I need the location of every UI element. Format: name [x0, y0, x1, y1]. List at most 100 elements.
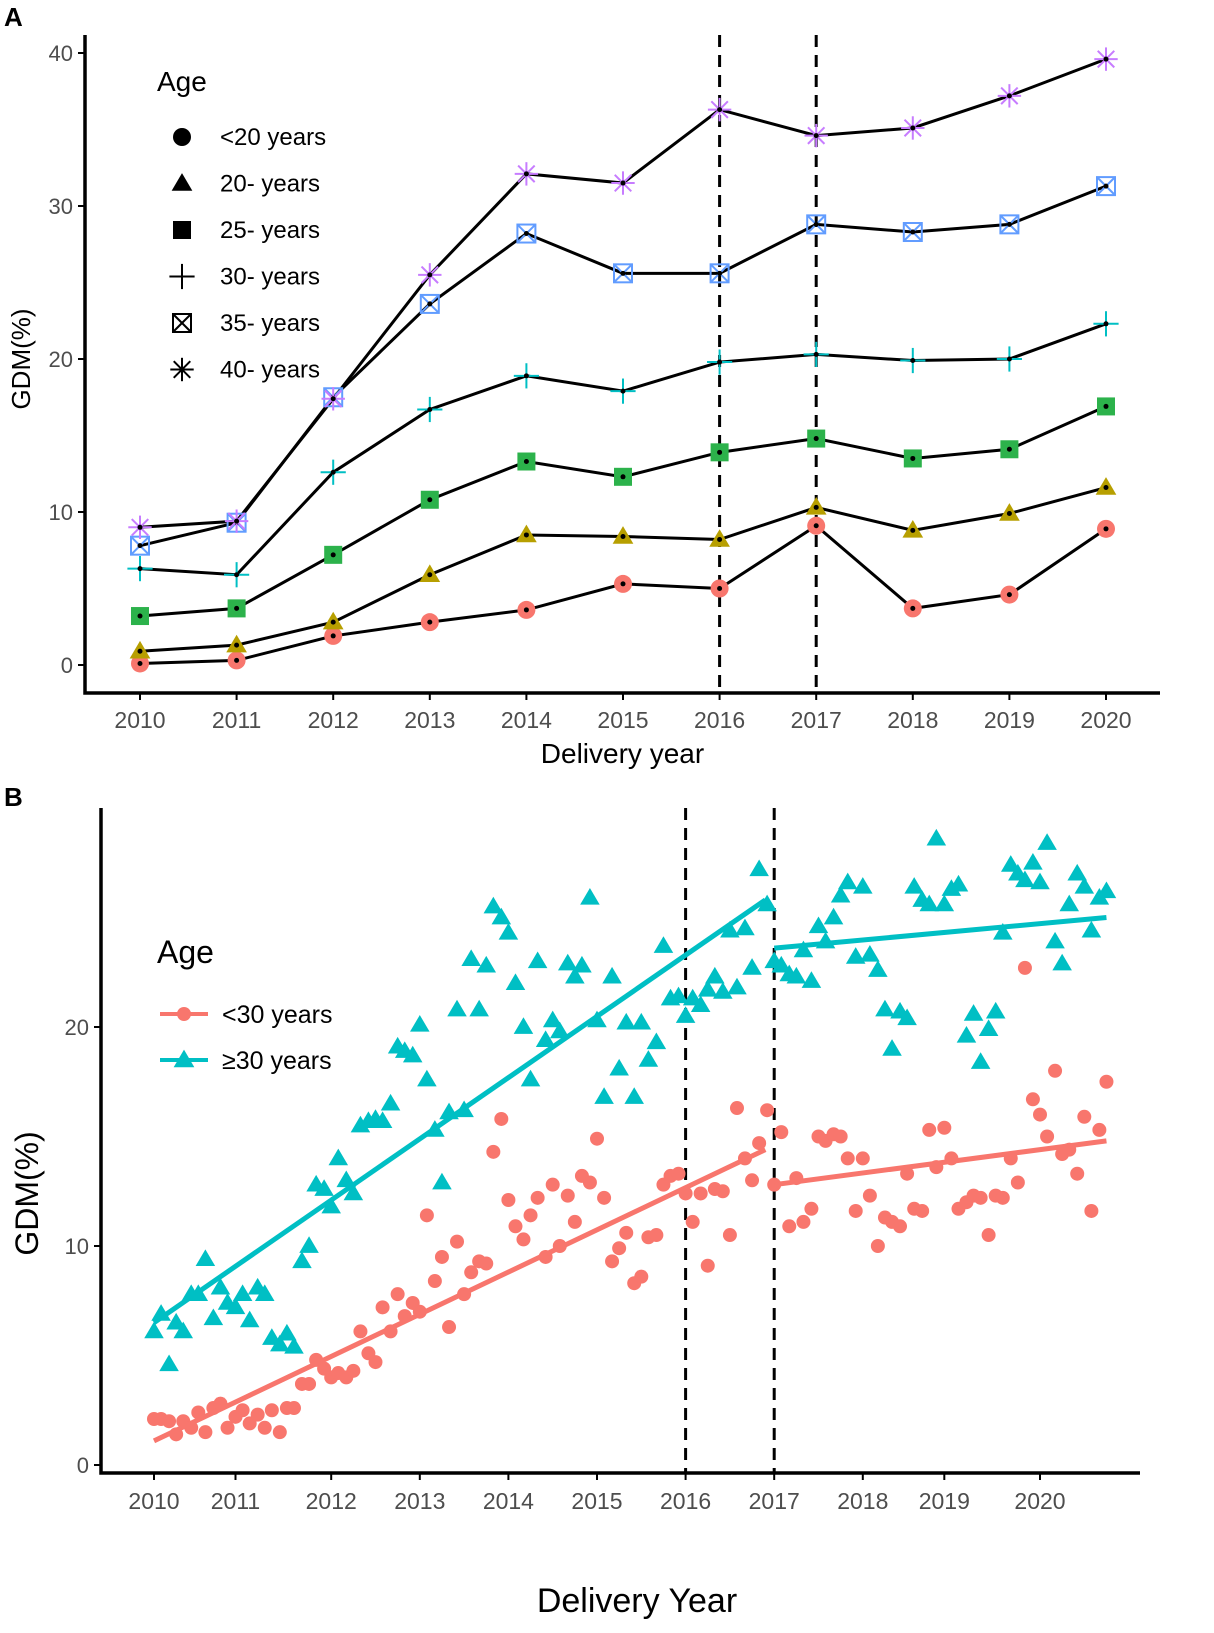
point-b-s1-0: [144, 1321, 164, 1339]
vertex-a-s3-2012: [330, 469, 336, 475]
point-b-s1-87: [786, 966, 807, 984]
point-b-s1-69: [653, 936, 674, 953]
legend-a-key-0: [173, 128, 191, 146]
point-b-s1-114: [985, 1001, 1006, 1019]
vertex-a-s3-2015: [620, 388, 626, 394]
point-b-s1-80: [735, 918, 755, 936]
point-b-s1-53: [535, 1030, 556, 1047]
vertex-a-s1-2018: [910, 527, 916, 533]
xtick-label-b-6: 2016: [660, 1488, 711, 1514]
point-b-s1-119: [1023, 852, 1043, 870]
vertex-a-s5-2015: [620, 180, 626, 186]
point-b-s0-15: [257, 1420, 272, 1435]
point-b-s1-61: [594, 1087, 614, 1104]
point-b-s1-93: [830, 885, 851, 903]
point-b-s1-76: [705, 966, 725, 984]
point-b-s1-3: [166, 1312, 186, 1330]
fitline-b-s1-1: [773, 915, 1107, 951]
point-b-s1-120: [1030, 872, 1050, 890]
xaxis-title-b: Delivery Year: [537, 1582, 737, 1620]
point-b-s1-23: [314, 1179, 334, 1196]
vertex-a-s3-2016: [717, 359, 723, 365]
point-b-s1-94: [837, 872, 858, 890]
point-b-s1-27: [343, 1183, 364, 1201]
ytick-label-a-30: 30: [49, 194, 73, 219]
point-b-s0-27: [346, 1363, 361, 1378]
point-b-s0-48: [501, 1193, 516, 1208]
point-b-s1-105: [919, 894, 940, 912]
point-b-s0-89: [804, 1201, 819, 1216]
xtick-label-a-2012: 2012: [308, 707, 359, 733]
point-b-s1-122: [1045, 931, 1065, 949]
point-b-s1-99: [875, 999, 895, 1017]
point-b-s1-90: [808, 916, 829, 934]
vertex-a-s1-2015: [620, 533, 626, 539]
vertex-a-s2-2019: [1006, 446, 1012, 452]
ytick-label-b-20: 20: [65, 1015, 89, 1040]
point-b-s0-95: [848, 1203, 863, 1218]
point-b-s1-11: [225, 1297, 246, 1315]
point-b-s1-37: [417, 1069, 437, 1087]
point-b-s1-81: [742, 958, 762, 975]
vertex-a-s3-2017: [813, 351, 819, 357]
point-b-s0-31: [375, 1300, 390, 1315]
point-b-s1-28: [350, 1115, 371, 1133]
ytick-label-a-10: 10: [49, 500, 73, 525]
point-b-s1-106: [926, 828, 947, 846]
vertex-a-s0-2014: [523, 607, 529, 613]
legend-a-label-1: 20- years: [220, 171, 320, 198]
point-b-s0-7: [198, 1425, 213, 1440]
point-b-s1-115: [993, 923, 1013, 940]
point-b-s1-107: [934, 894, 955, 912]
point-b-s1-92: [823, 907, 844, 925]
point-b-s1-89: [801, 971, 822, 988]
point-b-s0-122: [1048, 1063, 1063, 1078]
point-b-s1-45: [476, 955, 497, 973]
fitline-b-s1-0: [152, 897, 767, 1325]
point-b-s0-86: [782, 1219, 797, 1234]
vertex-a-s2-2020: [1103, 403, 1109, 409]
legend-a-label-0: <20 years: [220, 124, 326, 151]
legend-a-key-5: [170, 357, 194, 382]
point-b-s1-116: [1000, 855, 1021, 872]
point-b-s1-25: [328, 1148, 349, 1166]
point-b-s0-77: [715, 1184, 730, 1199]
point-b-s1-97: [860, 944, 880, 962]
point-b-s1-75: [697, 979, 718, 997]
xaxis-title-a: Delivery year: [541, 738, 704, 769]
point-b-s1-79: [727, 977, 747, 995]
point-b-s0-54: [545, 1177, 560, 1192]
ytick-label-a-40: 40: [49, 41, 73, 66]
point-b-s0-118: [1017, 960, 1032, 975]
point-b-s1-41: [447, 999, 467, 1017]
xtick-label-a-2014: 2014: [501, 707, 552, 733]
point-b-s1-121: [1037, 833, 1057, 850]
point-b-s0-105: [922, 1122, 937, 1137]
point-b-s0-93: [833, 1129, 848, 1144]
fitline-b-s0-1: [773, 1138, 1107, 1188]
point-b-s0-61: [597, 1190, 612, 1205]
point-b-s1-48: [498, 923, 519, 940]
point-b-s0-107: [937, 1120, 952, 1135]
xtick-label-a-2018: 2018: [887, 707, 938, 733]
vertex-a-s1-2017: [813, 504, 819, 510]
point-b-s0-47: [494, 1111, 509, 1126]
point-b-s0-37: [419, 1208, 434, 1223]
vertex-a-s3-2020: [1103, 321, 1109, 327]
point-b-s1-26: [336, 1170, 357, 1188]
point-b-s0-85: [774, 1125, 789, 1140]
point-b-s1-85: [771, 955, 792, 973]
vertex-a-s5-2014: [523, 171, 529, 177]
vertex-a-s5-2020: [1103, 56, 1109, 62]
point-b-s1-66: [631, 1012, 652, 1030]
point-b-s0-79: [729, 1101, 744, 1116]
point-b-s1-51: [520, 1069, 541, 1087]
point-b-s1-31: [372, 1111, 393, 1129]
point-b-s1-59: [580, 888, 600, 905]
legend-a-label-2: 25- years: [220, 217, 320, 244]
point-b-s0-120: [1033, 1107, 1047, 1122]
vertex-a-s4-2010: [137, 543, 143, 549]
point-b-s1-103: [904, 877, 924, 894]
legend-b-key-0: [177, 1007, 191, 1021]
